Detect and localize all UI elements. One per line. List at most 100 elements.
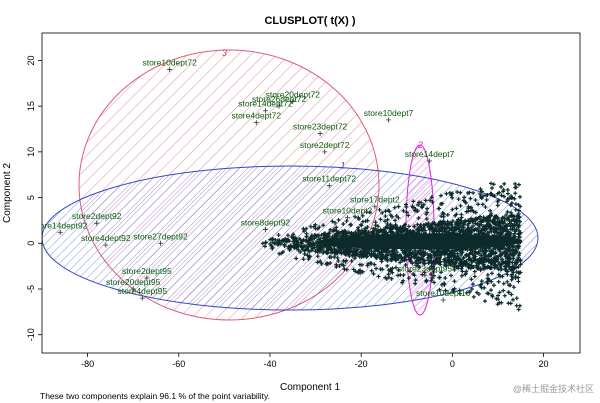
labeled-point-marker	[167, 67, 173, 73]
data-point	[488, 218, 493, 223]
data-point	[485, 291, 490, 296]
data-point	[483, 248, 488, 253]
data-point	[499, 224, 504, 229]
data-point	[467, 256, 472, 261]
cluster-number-label: 2	[417, 140, 423, 150]
data-point	[341, 258, 346, 263]
point-label: store23dept72	[293, 122, 348, 132]
data-point	[315, 254, 320, 259]
data-point	[440, 201, 445, 206]
labeled-point-marker	[103, 242, 109, 248]
x-tick-label: 20	[539, 359, 549, 369]
data-point	[506, 283, 511, 288]
data-point	[457, 229, 462, 234]
data-point	[396, 273, 401, 278]
y-tick-label: 0	[26, 241, 36, 246]
data-point	[318, 236, 323, 241]
data-point	[307, 249, 312, 254]
data-point	[468, 289, 473, 294]
data-point	[388, 230, 393, 235]
point-label: store23dept95	[398, 263, 453, 273]
data-point	[515, 257, 520, 262]
data-point	[505, 187, 510, 192]
data-point	[505, 191, 510, 196]
data-point	[422, 261, 427, 266]
data-point	[455, 189, 460, 194]
labeled-point-marker	[158, 240, 164, 246]
data-point	[435, 222, 440, 227]
point-label: store4dept72	[231, 111, 281, 121]
data-point	[478, 192, 483, 197]
data-point	[472, 274, 477, 279]
data-point	[483, 193, 488, 198]
data-point	[263, 240, 268, 245]
data-point	[504, 252, 509, 257]
data-point	[408, 269, 413, 274]
data-point	[518, 262, 523, 267]
data-point	[432, 262, 437, 267]
data-point	[505, 209, 510, 214]
data-point	[404, 204, 409, 209]
data-point	[493, 258, 498, 263]
data-point	[481, 266, 486, 271]
point-label: store10dept2	[323, 206, 373, 216]
data-point	[363, 249, 368, 254]
data-point	[365, 263, 370, 268]
labeled-point-marker	[276, 103, 282, 109]
labeled-point-marker	[344, 215, 350, 221]
data-point	[485, 272, 490, 277]
data-point	[332, 228, 337, 233]
data-point	[495, 256, 500, 261]
data-point	[453, 265, 458, 270]
labeled-point-marker	[386, 117, 392, 123]
data-point	[433, 252, 438, 257]
labeled-point-marker	[317, 131, 323, 137]
data-point	[458, 190, 463, 195]
data-point	[377, 229, 382, 234]
point-label: store14dept92	[33, 220, 88, 230]
data-point	[508, 203, 513, 208]
data-point	[512, 227, 517, 232]
data-point	[353, 256, 358, 261]
data-point	[504, 199, 509, 204]
data-point	[305, 253, 310, 258]
data-point	[501, 246, 506, 251]
data-point	[420, 272, 425, 277]
data-point	[436, 249, 441, 254]
data-point	[444, 191, 449, 196]
data-point	[432, 222, 437, 227]
data-point	[469, 259, 474, 264]
data-point	[490, 260, 495, 265]
data-point	[298, 249, 303, 254]
data-point	[442, 252, 447, 257]
data-point	[516, 202, 521, 207]
point-label: store10dept16	[416, 288, 471, 298]
y-tick-label: 5	[26, 195, 36, 200]
data-point	[484, 197, 489, 202]
data-point	[509, 267, 514, 272]
data-point	[294, 256, 299, 261]
data-point	[272, 241, 277, 246]
data-point	[429, 249, 434, 254]
data-point	[452, 267, 457, 272]
data-point	[480, 194, 485, 199]
data-point	[415, 209, 420, 214]
data-point	[404, 210, 409, 215]
data-point	[514, 303, 519, 308]
data-point	[473, 226, 478, 231]
data-point	[445, 212, 450, 217]
labeled-point-marker	[322, 149, 328, 155]
data-point	[372, 254, 377, 259]
data-point	[386, 208, 391, 213]
labeled-point-marker	[290, 99, 296, 105]
data-point	[497, 300, 502, 305]
data-point	[481, 250, 486, 255]
data-point	[315, 250, 320, 255]
data-point	[399, 256, 404, 261]
data-point	[328, 227, 333, 232]
data-point	[430, 225, 435, 230]
data-point	[490, 186, 495, 191]
data-point	[505, 228, 510, 233]
data-point	[358, 271, 363, 275]
data-point	[470, 228, 475, 233]
